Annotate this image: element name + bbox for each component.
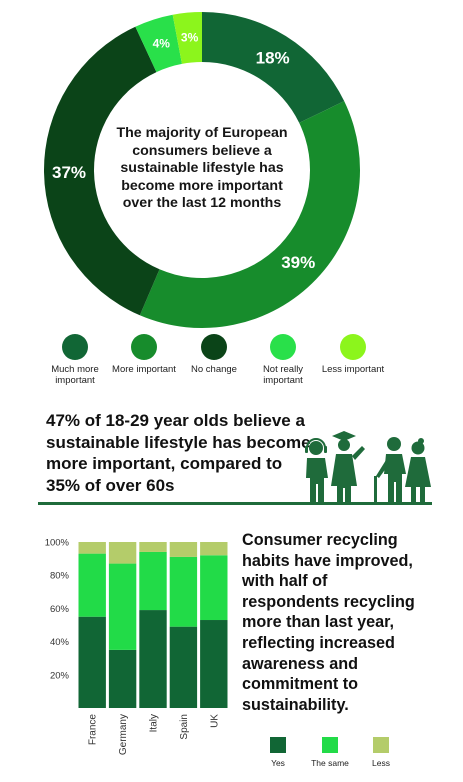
legend-swatch-no-change bbox=[201, 334, 227, 360]
legend-label-not-really-important: Not really important bbox=[262, 364, 304, 386]
donut-label-much-more-important: 18% bbox=[256, 48, 290, 67]
x-tick-label-france: France bbox=[88, 714, 99, 746]
people-group-icon bbox=[305, 431, 431, 502]
donut-label-more-important: 39% bbox=[281, 253, 315, 272]
legend-item-less-important: Less important bbox=[314, 334, 392, 375]
donut-slice-much-more-important bbox=[202, 12, 345, 123]
legend-swatch-more-important bbox=[131, 334, 157, 360]
legend-swatch-much-more-important bbox=[62, 334, 88, 360]
bar-chart-svg: 20% 40% 60% 80% 100% France Germany Italy Spain U… bbox=[45, 538, 228, 755]
donut-slice-more-important bbox=[139, 101, 360, 328]
bar-germany-less bbox=[108, 542, 137, 564]
bar-france-the-same bbox=[78, 553, 106, 617]
bar-legend-label-same: The same bbox=[311, 758, 349, 768]
x-tick-label-germany: Germany bbox=[118, 714, 129, 755]
donut-chart-svg: 18% 39% 37% 4% 3% bbox=[43, 12, 360, 328]
bar-germany-the-same bbox=[108, 563, 137, 650]
bar-italy-the-same bbox=[139, 551, 167, 611]
bar-spain-less bbox=[169, 542, 198, 557]
legend-label-more-important: More important bbox=[112, 364, 176, 375]
recycling-text: Consumer recycling habits have improved,… bbox=[242, 531, 415, 714]
bar-france-yes bbox=[78, 616, 106, 708]
x-tick-label-italy: Italy bbox=[149, 714, 160, 732]
y-tick-label: 100% bbox=[45, 538, 70, 549]
bar-legend-item-yes: Yes bbox=[253, 737, 303, 768]
bar-legend-item-same: The same bbox=[305, 737, 355, 768]
donut-slice-not-really-important bbox=[135, 14, 182, 73]
legend-item-more-important: More important bbox=[105, 334, 183, 375]
y-tick-label: 60% bbox=[50, 604, 70, 615]
donut-slice-no-change bbox=[43, 26, 160, 316]
x-tick-label-spain: Spain bbox=[179, 714, 190, 740]
bar-italy-less bbox=[139, 542, 167, 552]
donut-chart: 18% 39% 37% 4% 3% The majority of European c… bbox=[34, 12, 370, 328]
bar-france-less bbox=[78, 542, 106, 554]
legend-swatch-less-important bbox=[340, 334, 366, 360]
legend-item-no-change: No change bbox=[175, 334, 253, 375]
bar-legend-label-yes: Yes bbox=[271, 758, 285, 768]
bar-uk-less bbox=[200, 542, 228, 556]
bar-legend-swatch-yes bbox=[270, 737, 286, 753]
y-tick-label: 80% bbox=[50, 571, 70, 582]
legend-label-less-important: Less important bbox=[321, 364, 385, 375]
legend-item-not-really-important: Not really important bbox=[244, 334, 322, 386]
legend-label-no-change: No change bbox=[191, 364, 237, 375]
bar-legend-item-less: Less bbox=[356, 737, 406, 768]
recycling-bar-chart: 20% 40% 60% 80% 100% France Germany Italy Spain U… bbox=[36, 532, 236, 772]
bar-germany-yes bbox=[108, 649, 137, 708]
donut-legend: Much more important More important No ch… bbox=[36, 334, 426, 394]
age-statistic-text: 47% of 18-29 year olds believe a sustain… bbox=[46, 411, 311, 495]
bar-legend: Yes The same Less bbox=[262, 737, 412, 773]
bar-uk-yes bbox=[200, 620, 228, 708]
y-tick-label: 20% bbox=[50, 670, 70, 681]
section-divider bbox=[38, 502, 432, 505]
donut-label-no-change: 37% bbox=[52, 163, 86, 182]
donut-slice-less-important bbox=[172, 12, 202, 64]
bar-uk-the-same bbox=[200, 555, 228, 621]
bar-legend-swatch-less bbox=[373, 737, 389, 753]
bar-legend-label-less: Less bbox=[372, 758, 390, 768]
bar-spain-yes bbox=[169, 626, 198, 708]
legend-swatch-not-really-important bbox=[270, 334, 296, 360]
y-tick-label: 40% bbox=[50, 637, 70, 648]
bar-spain-the-same bbox=[169, 556, 198, 627]
bar-italy-yes bbox=[139, 610, 167, 708]
legend-item-much-more-important: Much more important bbox=[36, 334, 114, 386]
donut-label-less-important: 3% bbox=[181, 31, 199, 45]
donut-label-not-really-important: 4% bbox=[153, 36, 171, 50]
bar-legend-swatch-same bbox=[322, 737, 338, 753]
donut-center-text: The majority of European consumers belie… bbox=[116, 125, 288, 211]
legend-label-much-more-important: Much more important bbox=[51, 364, 99, 386]
x-tick-label-uk: UK bbox=[209, 714, 220, 728]
